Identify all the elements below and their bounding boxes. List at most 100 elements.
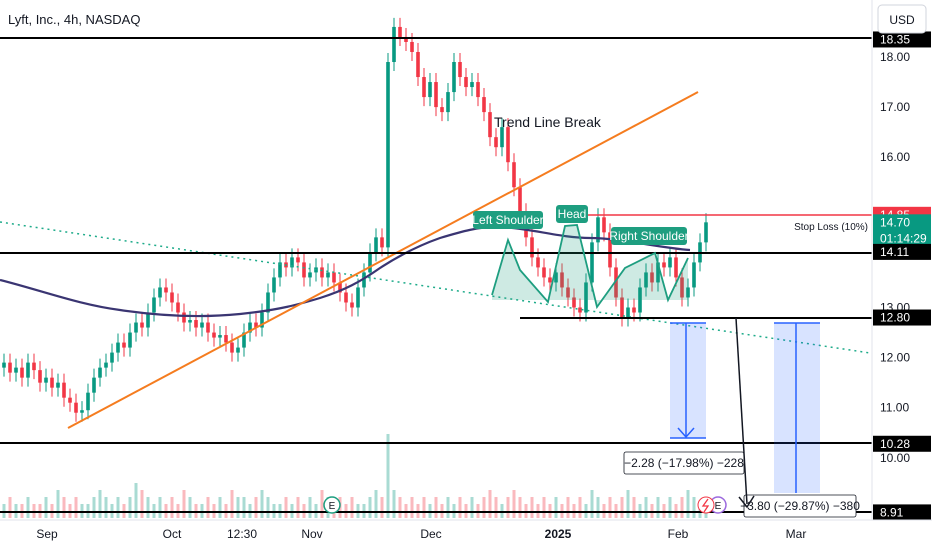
candle-body [188,320,192,323]
svg-text:12.80: 12.80 [880,311,910,325]
volume-bar [494,497,498,518]
candle-body [164,287,168,293]
candle-body [110,352,114,363]
volume-bar [566,497,570,518]
candle-body [224,335,228,343]
candle-body [662,262,666,268]
volume-bar [398,497,402,518]
time-tick-label: Nov [301,527,322,541]
volume-bar [182,490,186,518]
candle-body [380,237,384,248]
dotted-trendline [0,221,871,354]
candle-body [206,322,210,333]
price-label-10-28: 10.28 [873,435,931,452]
candle-body [122,342,126,348]
candle-body [434,82,438,108]
candle-body [2,362,6,368]
volume-bar [284,497,288,518]
svg-text:−3.80 (−29.87%) −380: −3.80 (−29.87%) −380 [740,499,860,513]
candle-body [236,347,240,353]
candle-body [476,82,480,98]
time-axis[interactable]: Sep Oct 12:30 Nov Dec 2025 Feb Mar [36,527,806,541]
volume-bar [410,497,414,518]
svg-text:USD: USD [889,13,915,27]
time-tick-label: Sep [36,527,58,541]
measure-label-long: −3.80 (−29.87%) −380 [740,494,860,518]
candle-body [74,402,78,413]
candle-body [644,272,648,288]
price-tick-label: 17.00 [880,100,910,114]
candle-body [620,297,624,318]
candle-body [50,377,54,388]
candle-body [548,277,552,283]
candle-body [686,287,690,298]
candles [2,17,708,422]
candle-body [422,77,426,98]
volume-bar [644,497,648,518]
volume-bar [236,497,240,518]
volume-bar [350,497,354,518]
candle-body [176,302,180,313]
candle-body [446,92,450,113]
volume-bar [296,497,300,518]
candle-body [560,272,564,288]
volume-bar [188,497,192,518]
measure-box-short [670,323,706,438]
candle-body [38,370,42,383]
right-shoulder-label: Right Shoulder [609,227,689,245]
candle-body [326,272,330,278]
candle-body [488,112,492,138]
svg-text:14.70: 14.70 [880,215,910,229]
volume-bar [482,497,486,518]
volume-bar [56,490,60,518]
volume-bar [530,497,534,518]
candle-body [248,322,252,333]
earnings-badge[interactable]: E [323,496,341,514]
moving-average-line [0,225,691,318]
volume-bar [98,490,102,518]
volume-bar [434,497,438,518]
volume-bar [368,497,372,518]
candle-body [590,242,594,283]
trend-line [67,91,699,429]
candle-body [458,62,462,78]
volume-bar [578,497,582,518]
candle-body [266,292,270,313]
candle-body [398,26,402,37]
price-tick-label: 10.00 [880,451,910,465]
volume-bar [134,483,138,518]
currency-button[interactable]: USD [877,4,927,34]
candle-body [86,392,90,411]
volume-bar [596,497,600,518]
candle-body [650,272,654,283]
candle-body [440,107,444,113]
price-label-18-35: 18.35 [873,31,931,48]
candle-body [116,342,120,353]
candle-body [158,287,162,298]
price-label-12-80: 12.80 [873,309,931,326]
candle-body [134,322,138,333]
candle-body [572,297,576,308]
volume-bar [158,497,162,518]
candle-body [542,267,546,278]
candle-body [194,320,198,328]
candle-body [68,397,72,403]
candle-body [404,36,408,42]
candle-body [32,362,36,371]
head-label: Head [556,205,588,223]
svg-text:Right Shoulder: Right Shoulder [609,229,688,243]
candle-body [332,272,336,283]
measure-box-long [774,323,820,493]
volume-bar [542,497,546,518]
volume-bar [680,497,684,518]
price-label-8-91: 8.91 [873,504,931,521]
candle-body [182,312,186,323]
candle-body [680,277,684,298]
volume-bar [230,490,234,518]
candle-body [140,322,144,328]
svg-text:−2.28 (−17.98%) −228: −2.28 (−17.98%) −228 [624,456,744,470]
price-tick-label: 12.00 [880,351,910,365]
price-label-14-70: 14.70 01:14:29 [873,214,931,249]
lightning-icon[interactable] [697,496,715,514]
